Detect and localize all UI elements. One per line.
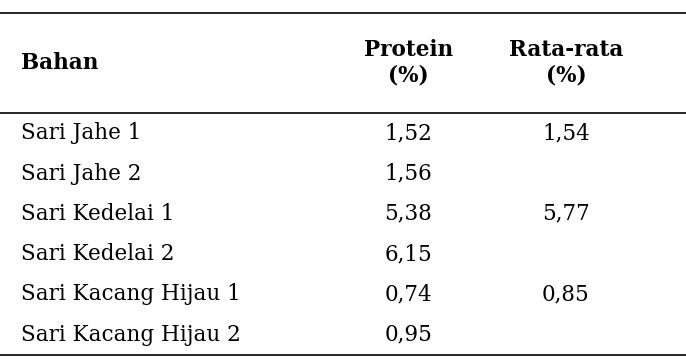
Text: Sari Kedelai 1: Sari Kedelai 1 [21, 203, 174, 225]
Text: 1,52: 1,52 [384, 122, 432, 144]
Text: 1,56: 1,56 [384, 163, 432, 185]
Text: Sari Kedelai 2: Sari Kedelai 2 [21, 243, 174, 265]
Text: 5,38: 5,38 [384, 203, 432, 225]
Text: Sari Jahe 1: Sari Jahe 1 [21, 122, 141, 144]
Text: 0,85: 0,85 [542, 283, 590, 305]
Text: Sari Kacang Hijau 1: Sari Kacang Hijau 1 [21, 283, 240, 305]
Text: 0,95: 0,95 [384, 324, 432, 346]
Text: Rata-rata
(%): Rata-rata (%) [509, 39, 623, 87]
Text: 0,74: 0,74 [384, 283, 432, 305]
Text: Protein
(%): Protein (%) [364, 39, 453, 87]
Text: Bahan: Bahan [21, 52, 98, 74]
Text: Sari Jahe 2: Sari Jahe 2 [21, 163, 141, 185]
Text: 5,77: 5,77 [542, 203, 590, 225]
Text: 6,15: 6,15 [384, 243, 432, 265]
Text: Sari Kacang Hijau 2: Sari Kacang Hijau 2 [21, 324, 241, 346]
Text: 1,54: 1,54 [542, 122, 590, 144]
